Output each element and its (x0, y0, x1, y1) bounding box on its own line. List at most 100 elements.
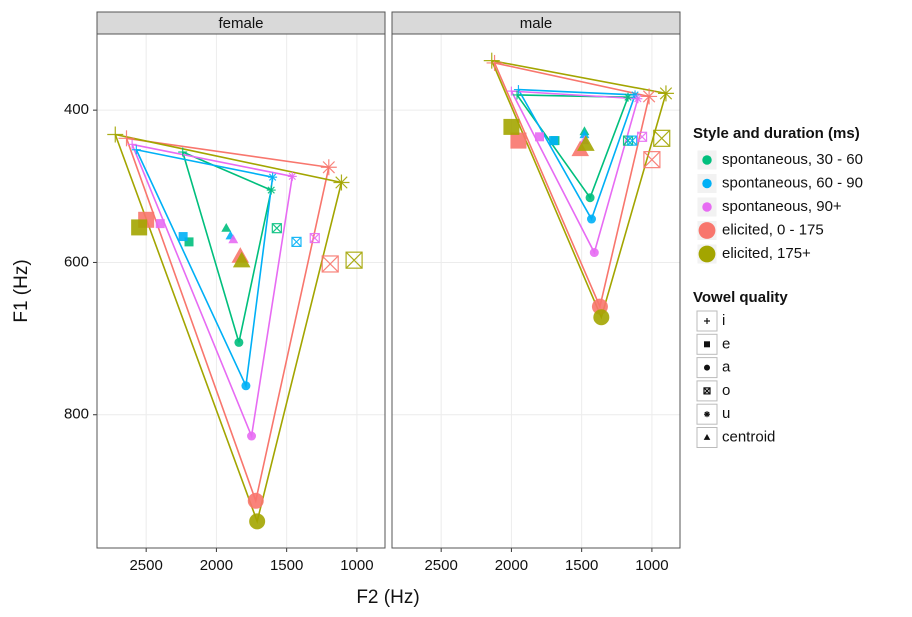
data-point (228, 234, 239, 244)
legend-swatch (702, 178, 712, 189)
vowel-triangle (491, 59, 667, 320)
legend-shape (703, 434, 711, 440)
legend-title: Vowel quality (693, 289, 788, 306)
legend-shape (704, 364, 710, 371)
marker-stroke (288, 172, 296, 181)
marker-box (703, 387, 711, 395)
data-point (503, 118, 520, 135)
marker-square (510, 132, 527, 149)
legend-label: i (722, 312, 725, 329)
data-point (221, 223, 232, 232)
data-point (155, 219, 165, 229)
x-tick-label: 1000 (340, 557, 373, 574)
y-axis-label: F1 (Hz) (11, 259, 32, 322)
marker-triangle (579, 129, 590, 139)
marker-square (184, 237, 194, 247)
panel-border (391, 33, 681, 549)
data-point (510, 132, 527, 149)
marker-circle (589, 248, 599, 258)
marker-stroke (268, 173, 277, 181)
marker-square (178, 232, 188, 242)
marker-stroke (345, 251, 363, 269)
data-point (643, 151, 661, 169)
marker-box (321, 255, 339, 273)
data-point (633, 94, 643, 104)
x-tick-label: 1500 (270, 557, 303, 574)
vowel-triangle (131, 143, 294, 440)
data-point (268, 172, 278, 182)
data-point (249, 513, 266, 530)
x-tick-label: 2500 (424, 557, 457, 574)
marker-triangle (703, 434, 711, 440)
data-point (345, 251, 363, 269)
marker-triangle (577, 135, 595, 151)
legend-label: a (722, 359, 731, 376)
data-point (184, 237, 194, 247)
marker-box (627, 135, 638, 146)
data-point (266, 185, 276, 195)
legend-label: e (722, 335, 730, 352)
x-tick-label: 2500 (129, 557, 162, 574)
legend-shape (703, 387, 711, 395)
data-point (178, 147, 188, 157)
vowel-triangle (510, 90, 639, 255)
legend-label: o (722, 382, 730, 399)
marker-stroke (627, 135, 638, 146)
marker-box (345, 251, 363, 269)
marker-circle (241, 381, 251, 391)
vowel-triangle (517, 88, 637, 221)
legend-label: spontaneous, 30 - 60 (722, 151, 863, 168)
marker-stroke (653, 129, 671, 147)
x-tick-label: 2000 (200, 557, 233, 574)
data-point (178, 232, 188, 242)
marker-square (155, 219, 165, 229)
vowel-triangle (135, 148, 274, 389)
data-point (506, 86, 516, 96)
marker-stroke (267, 186, 275, 194)
legend-title: Style and duration (ms) (693, 125, 860, 142)
legend-shape (704, 341, 710, 348)
x-axis-label: F2 (Hz) (356, 587, 419, 608)
data-point (589, 248, 599, 258)
data-point (535, 132, 545, 142)
marker-stroke (643, 151, 661, 169)
legend-shape (704, 411, 710, 418)
data-point (549, 136, 559, 146)
legend-swatch (702, 155, 712, 165)
marker-circle (585, 193, 595, 203)
marker-square (704, 341, 710, 348)
marker-box (271, 223, 282, 234)
data-point (623, 92, 633, 102)
data-point (107, 126, 124, 143)
x-tick-label: 2000 (495, 557, 528, 574)
marker-box (653, 129, 671, 147)
data-point (513, 85, 523, 95)
data-point (131, 145, 141, 155)
vowel-triangle (114, 133, 343, 525)
data-point (247, 431, 257, 441)
data-point (593, 309, 610, 326)
marker-stroke (291, 236, 302, 247)
data-point (271, 223, 282, 234)
facet-label: female (218, 15, 263, 32)
marker-stroke (634, 95, 642, 103)
legend-label: elicited, 0 - 175 (722, 221, 824, 238)
marker-circle (249, 513, 266, 530)
marker-box (291, 236, 302, 247)
data-point (579, 129, 590, 139)
data-point (118, 130, 135, 147)
data-point (247, 492, 264, 509)
data-point (232, 251, 251, 268)
legend-swatch (702, 202, 712, 212)
legend-shape (704, 318, 710, 324)
panel-background (97, 34, 385, 548)
data-point (291, 236, 302, 247)
data-point (483, 52, 500, 69)
data-point (577, 135, 595, 151)
marker-stroke (271, 223, 282, 234)
marker-stroke (703, 387, 711, 395)
y-tick-label: 400 (64, 101, 89, 118)
marker-circle (247, 431, 257, 441)
marker-box (309, 232, 320, 244)
